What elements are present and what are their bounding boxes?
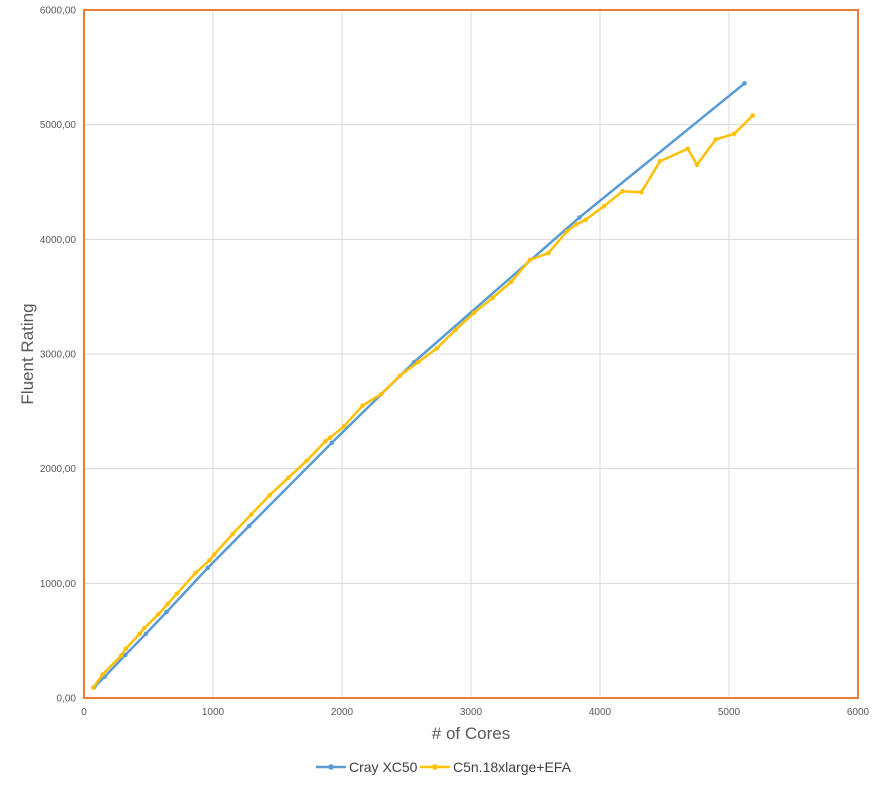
data-point <box>137 631 143 637</box>
data-point <box>193 570 198 576</box>
data-point <box>230 531 235 537</box>
data-point <box>323 438 328 444</box>
y-tick-label: 2000,00 <box>40 464 77 475</box>
x-tick-label: 2000 <box>331 707 354 718</box>
data-point <box>742 81 747 86</box>
y-tick-label: 1000,00 <box>40 579 77 590</box>
data-point <box>267 492 273 498</box>
data-point <box>527 257 533 263</box>
data-point <box>546 250 551 256</box>
series-line <box>92 114 754 689</box>
legend-marker <box>432 764 438 770</box>
data-point <box>122 652 128 658</box>
data-point <box>156 611 161 617</box>
x-tick-label: 4000 <box>589 707 612 718</box>
data-point <box>694 162 700 168</box>
data-point <box>90 685 96 690</box>
data-point <box>731 131 737 137</box>
data-point <box>123 646 129 651</box>
data-point <box>573 222 579 227</box>
data-point <box>165 601 170 607</box>
x-tick-label: 5000 <box>718 707 741 718</box>
data-point <box>174 591 180 596</box>
data-point <box>164 609 169 615</box>
y-tick-label: 3000,00 <box>40 350 77 361</box>
data-point <box>329 440 334 446</box>
data-point <box>750 113 756 118</box>
data-point <box>327 435 333 441</box>
data-point <box>583 217 588 223</box>
data-point <box>434 345 440 351</box>
data-point <box>304 458 310 463</box>
data-point <box>508 279 514 285</box>
y-tick-labels: 0,00 1000,00 2000,00 3000,00 4000,00 5000,00 6… <box>40 6 77 705</box>
data-point <box>118 653 124 658</box>
data-point <box>657 159 663 164</box>
legend: Cray XC50 C5n.18xlarge+EFA <box>316 759 572 775</box>
x-tick-label: 3000 <box>460 707 483 718</box>
y-tick-label: 6000,00 <box>40 6 77 17</box>
series-lines <box>90 81 756 690</box>
data-point <box>713 137 718 142</box>
data-point <box>143 631 149 637</box>
data-point <box>490 295 495 301</box>
legend-label: C5n.18xlarge+EFA <box>453 759 572 775</box>
data-point <box>601 203 607 209</box>
series-0 <box>92 81 747 690</box>
x-tick-label: 6000 <box>847 707 870 718</box>
data-point <box>471 310 477 316</box>
data-point <box>378 391 384 397</box>
series-1 <box>90 113 756 690</box>
x-tick-labels: 0 1000 2000 3000 4000 5000 6000 <box>81 707 869 718</box>
data-point <box>416 359 421 365</box>
data-point <box>341 423 347 429</box>
x-tick-label: 0 <box>81 707 87 718</box>
data-point <box>248 512 254 517</box>
x-axis-title: # of Cores <box>432 724 510 743</box>
data-point <box>205 565 211 571</box>
data-point <box>453 327 458 333</box>
data-point <box>211 552 217 557</box>
data-point <box>638 190 644 195</box>
y-tick-label: 5000,00 <box>40 120 77 131</box>
y-axis-title: Fluent Rating <box>18 303 37 404</box>
data-point <box>577 215 582 220</box>
data-point <box>360 403 365 408</box>
data-point <box>246 523 252 529</box>
data-point <box>207 558 212 563</box>
data-point <box>685 146 691 152</box>
gridlines <box>83 9 859 699</box>
y-tick-label: 0,00 <box>57 694 77 705</box>
data-point <box>397 373 403 379</box>
legend-marker <box>328 764 334 770</box>
data-point <box>286 475 291 481</box>
data-point <box>564 229 570 234</box>
data-point <box>142 625 147 631</box>
data-point <box>620 188 626 194</box>
legend-label: Cray XC50 <box>349 759 418 775</box>
series-line <box>93 82 746 688</box>
plot-frame <box>83 9 859 699</box>
y-tick-label: 4000,00 <box>40 235 77 246</box>
x-tick-label: 1000 <box>202 707 225 718</box>
data-point <box>100 672 105 677</box>
